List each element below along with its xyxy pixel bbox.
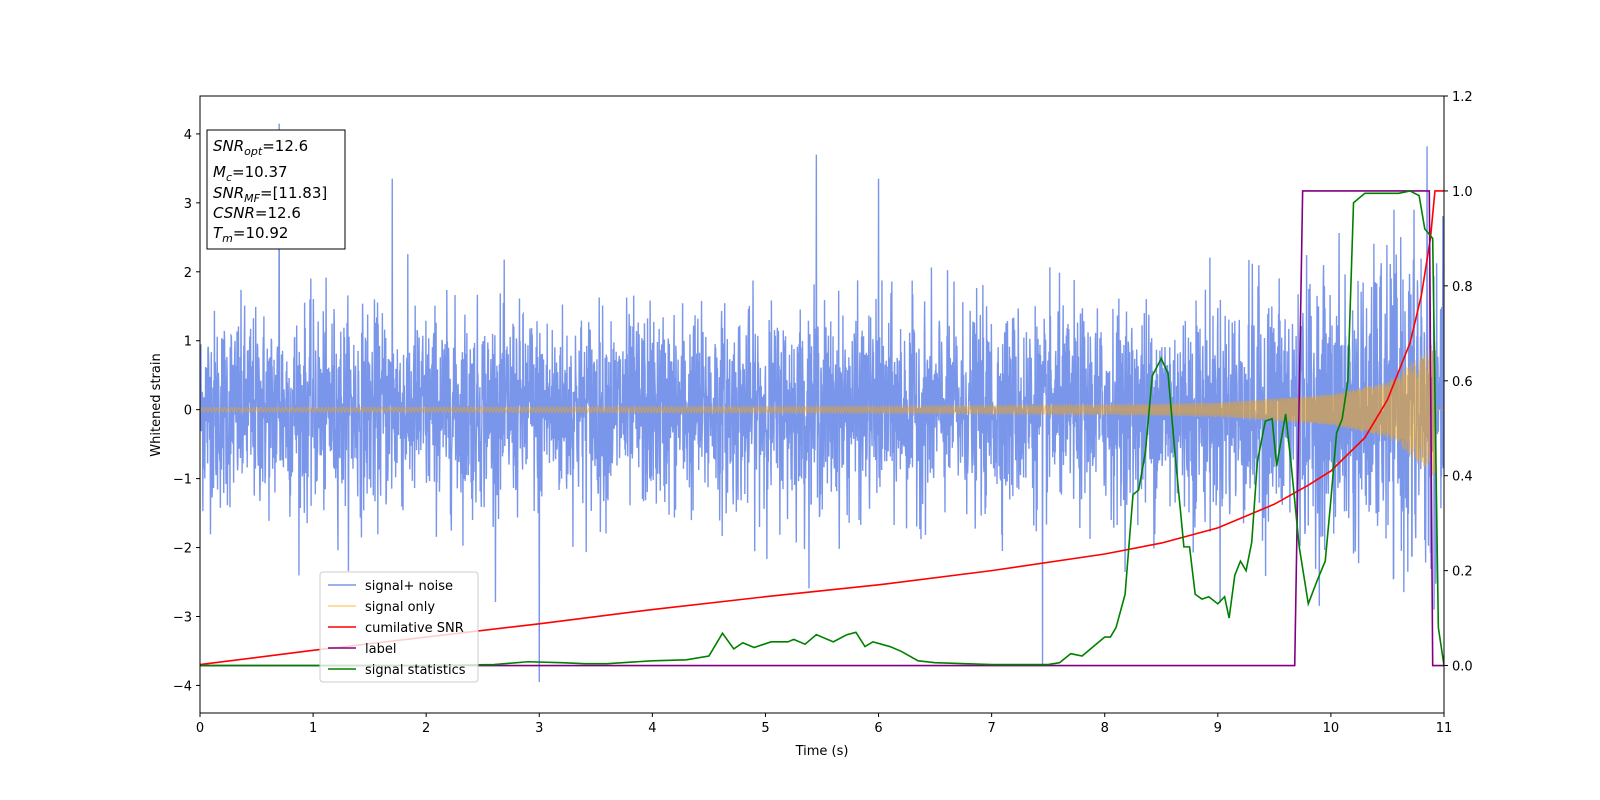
y2-tick-label: 0.8: [1452, 280, 1473, 295]
axes: 0 1 2 3 4 5 6 7 8 9 10 11 −4 −3 −2 −1 0 1 2 3 4 0.0 0.2 0.4 0.6 0…: [173, 90, 1473, 736]
y-tick-label: −3: [173, 610, 192, 625]
y2-tick-label: 0.6: [1452, 375, 1473, 390]
legend-frame: [319, 571, 479, 683]
x-tick-label: 0: [196, 721, 204, 736]
y-tick-label: 1: [184, 335, 192, 350]
x-tick-label: 11: [1436, 721, 1453, 736]
x-tick-label: 9: [1214, 721, 1222, 736]
legend-entry-label: signal statistics: [365, 663, 466, 678]
y-tick-label: 3: [184, 197, 192, 212]
legend-entry-label: signal+ noise: [365, 579, 453, 594]
y2-tick-label: 0.0: [1452, 660, 1473, 675]
y-tick-label: 0: [184, 404, 192, 419]
legend-entry-label: cumilative SNR: [365, 621, 464, 636]
info-line: SNRopt=12.6: [213, 137, 308, 158]
x-tick-label: 3: [535, 721, 543, 736]
y-axis-label: Whitened strain: [149, 353, 164, 456]
y2-tick-label: 1.0: [1452, 185, 1473, 200]
series-signal-noise-line: [200, 123, 1444, 682]
x-tick-label: 2: [422, 721, 430, 736]
y2-tick-label: 0.4: [1452, 470, 1473, 485]
info-box: SNRopt=12.6 Mc=10.37SNRMF=[11.83]CSNR=12.…: [206, 129, 346, 250]
x-tick-label: 5: [761, 721, 769, 736]
series-label-line: [200, 190, 1444, 667]
x-tick-label: 6: [874, 721, 882, 736]
x-tick-label: 4: [648, 721, 656, 736]
x-axis-label: Time (s): [795, 744, 849, 759]
x-tick-label: 8: [1101, 721, 1109, 736]
x-tick-label: 7: [987, 721, 995, 736]
info-line: Mc=10.37: [213, 163, 288, 184]
info-line: Tm=10.92: [213, 224, 288, 245]
series-signal-only-line: [200, 341, 1444, 476]
y-tick-label: −2: [173, 542, 192, 557]
x-tick-label: 1: [309, 721, 317, 736]
series-signal-statistics-line: [200, 190, 1444, 667]
plot-area: [200, 123, 1444, 682]
y-tick-label: −1: [173, 473, 192, 488]
y2-tick-label: 1.2: [1452, 90, 1473, 105]
x-tick-label: 10: [1323, 721, 1340, 736]
legend-entry-label: label: [365, 642, 396, 657]
info-line: SNRMF=[11.83]: [213, 184, 327, 205]
info-box-frame: [206, 129, 346, 250]
series-cumilative-snr-line: [200, 190, 1444, 666]
info-line: CSNR=12.6: [213, 204, 301, 222]
legend-entry-label: signal only: [365, 600, 435, 615]
y-tick-label: 2: [184, 266, 192, 281]
plot-frame: [199, 95, 1445, 714]
legend[interactable]: signal+ noise signal only cumilative SNR la…: [319, 571, 479, 683]
y-tick-label: 4: [184, 128, 192, 143]
y2-tick-label: 0.2: [1452, 565, 1473, 580]
y-tick-label: −4: [173, 679, 192, 694]
